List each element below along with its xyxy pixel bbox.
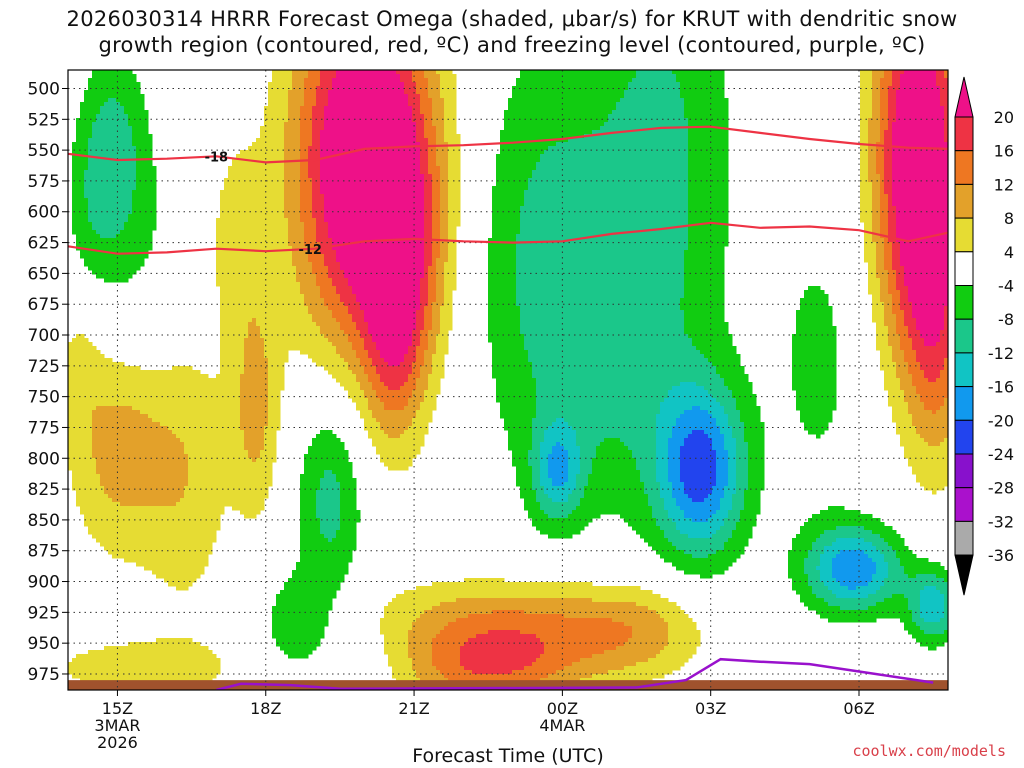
x-tick-label: 4MAR (539, 716, 585, 735)
y-tick-label: 850 (28, 511, 60, 531)
colorbar-bin (955, 117, 973, 151)
colorbar-label: 20 (994, 108, 1014, 127)
y-tick-label: 750 (28, 388, 60, 408)
y-tick-label: 800 (28, 449, 60, 469)
colorbar-bin (955, 286, 973, 320)
colorbar-label: -8 (998, 310, 1014, 329)
colorbar-bin (955, 252, 973, 286)
y-tick-label: 875 (28, 542, 60, 562)
colorbar-label: -4 (998, 277, 1014, 296)
dgz-contour-label: -18 (205, 150, 229, 165)
y-tick-label: 925 (28, 603, 60, 623)
colorbar-bin (955, 319, 973, 353)
colorbar-label: 16 (994, 142, 1014, 161)
dgz-contour-label: -12 (298, 243, 322, 258)
y-tick-label: 675 (28, 295, 60, 315)
x-tick-label: 06Z (843, 699, 874, 718)
y-tick-label: 900 (28, 573, 60, 593)
colorbar-label: -28 (988, 479, 1014, 498)
colorbar-label: -12 (988, 344, 1014, 363)
colorbar-label: -16 (988, 378, 1014, 397)
x-tick-label: 03Z (695, 699, 726, 718)
colorbar-label: -32 (988, 512, 1014, 531)
colorbar-bin (955, 151, 973, 185)
colorbar: 20 16 12 8 4 -4 -8 -12 -16 -20 -24 -28 -32 -36 (955, 77, 1014, 595)
colorbar-max-arrow (955, 77, 973, 117)
colorbar-label: -24 (988, 445, 1014, 464)
x-tick-label: 2026 (97, 733, 138, 752)
y-tick-label: 600 (28, 203, 60, 223)
colorbar-bin (955, 353, 973, 387)
x-axis-title: Forecast Time (UTC) (412, 745, 603, 767)
y-tick-label: 950 (28, 634, 60, 654)
colorbar-bin (955, 184, 973, 218)
y-tick-label: 775 (28, 418, 60, 438)
y-tick-label: 825 (28, 480, 60, 500)
colorbar-bin (955, 218, 973, 252)
x-tick-label: 18Z (250, 699, 281, 718)
colorbar-bin (955, 454, 973, 488)
colorbar-label: 12 (994, 175, 1014, 194)
y-tick-label: 725 (28, 357, 60, 377)
y-tick-label: 650 (28, 264, 60, 284)
credit-text: coolwx.com/models (852, 742, 1006, 760)
colorbar-label: -20 (988, 411, 1014, 430)
colorbar-bin (955, 521, 973, 555)
y-tick-label: 500 (28, 79, 60, 99)
colorbar-label: 8 (1004, 209, 1014, 228)
y-tick-label: 700 (28, 326, 60, 346)
colorbar-bin (955, 420, 973, 454)
colorbar-bin (955, 387, 973, 421)
colorbar-label: 4 (1004, 243, 1014, 262)
colorbar-label: -36 (988, 546, 1014, 565)
x-tick-label: 21Z (398, 699, 429, 718)
y-tick-label: 575 (28, 172, 60, 192)
omega-shading (68, 70, 949, 691)
colorbar-min-arrow (955, 555, 973, 595)
y-tick-label: 525 (28, 110, 60, 130)
colorbar-bin (955, 488, 973, 522)
y-tick-label: 975 (28, 665, 60, 685)
y-tick-label: 625 (28, 234, 60, 254)
y-tick-label: 550 (28, 141, 60, 161)
